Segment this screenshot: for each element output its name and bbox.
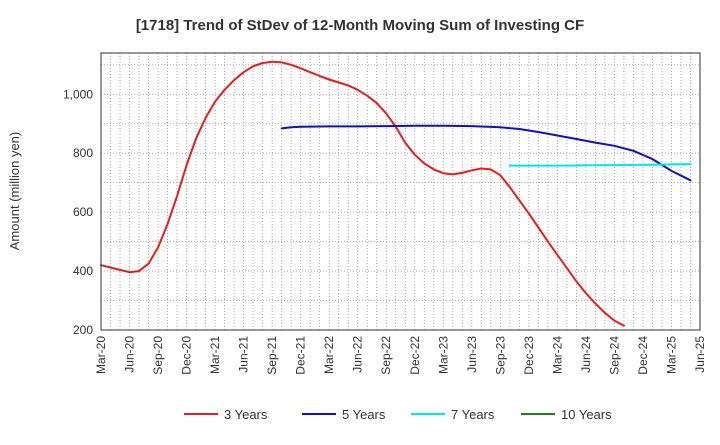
x-tick-label: Jun-25 [693, 336, 707, 373]
y-tick-label: 400 [73, 264, 93, 278]
legend-label-0: 3 Years [224, 407, 268, 422]
x-tick-label: Mar-22 [322, 336, 336, 374]
plot-frame [100, 52, 701, 331]
x-tick-label: Mar-25 [665, 336, 679, 374]
x-tick-label: Sep-22 [379, 336, 393, 375]
series-line-1 [280, 124, 692, 182]
x-tick-label: Jun-20 [123, 336, 137, 373]
x-tick-label: Dec-23 [522, 336, 536, 375]
x-tick-label: Sep-24 [607, 336, 621, 375]
legend-label-2: 7 Years [451, 407, 495, 422]
grid [100, 53, 701, 331]
plot-area [101, 53, 700, 330]
x-tick-label: Sep-20 [151, 336, 165, 375]
x-tick-label: Jun-22 [351, 336, 365, 373]
y-tick-label: 600 [73, 205, 93, 219]
y-tick-label: 1,000 [63, 87, 93, 101]
legend-label-1: 5 Years [342, 407, 386, 422]
x-tick-label: Mar-20 [94, 336, 108, 374]
series-line-2 [508, 163, 692, 167]
chart-title: [1718] Trend of StDev of 12-Month Moving… [136, 17, 584, 34]
x-tick-label: Sep-23 [493, 336, 507, 375]
x-tick-label: Dec-20 [180, 336, 194, 375]
x-tick-label: Jun-21 [237, 336, 251, 373]
y-axis-label: Amount (million yen) [7, 132, 22, 251]
y-tick-label: 800 [73, 146, 93, 160]
x-tick-label: Dec-24 [636, 336, 650, 375]
x-tick-label: Jun-24 [579, 336, 593, 373]
x-tick-label: Sep-21 [265, 336, 279, 375]
legend-label-3: 10 Years [561, 407, 612, 422]
x-tick-label: Dec-21 [294, 336, 308, 375]
legend: 3 Years 5 Years 7 Years 10 Years [184, 407, 612, 422]
x-tick-label: Jun-23 [465, 336, 479, 373]
x-tick-label: Mar-24 [550, 336, 564, 374]
y-tick-label: 200 [73, 323, 93, 337]
series-line-0 [100, 60, 625, 327]
x-tick-label: Mar-21 [208, 336, 222, 374]
x-tick-label: Mar-23 [436, 336, 450, 374]
x-tick-label: Dec-22 [408, 336, 422, 375]
axes: 200 400 600 800 1,000 Mar-20 Jun-20 Sep-20 Dec-2… [63, 52, 707, 375]
series-layer [100, 60, 692, 327]
